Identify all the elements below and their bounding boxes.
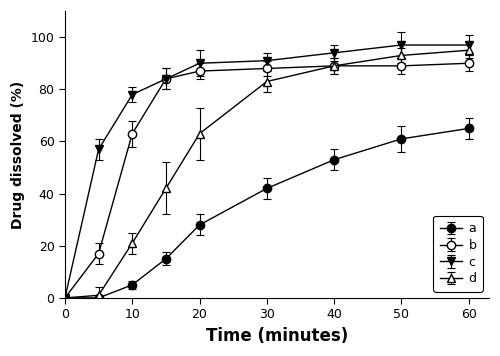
X-axis label: Time (minutes): Time (minutes) [206, 327, 348, 345]
Y-axis label: Drug dissolved (%): Drug dissolved (%) [11, 80, 25, 229]
Legend: a, b, c, d: a, b, c, d [434, 216, 482, 292]
